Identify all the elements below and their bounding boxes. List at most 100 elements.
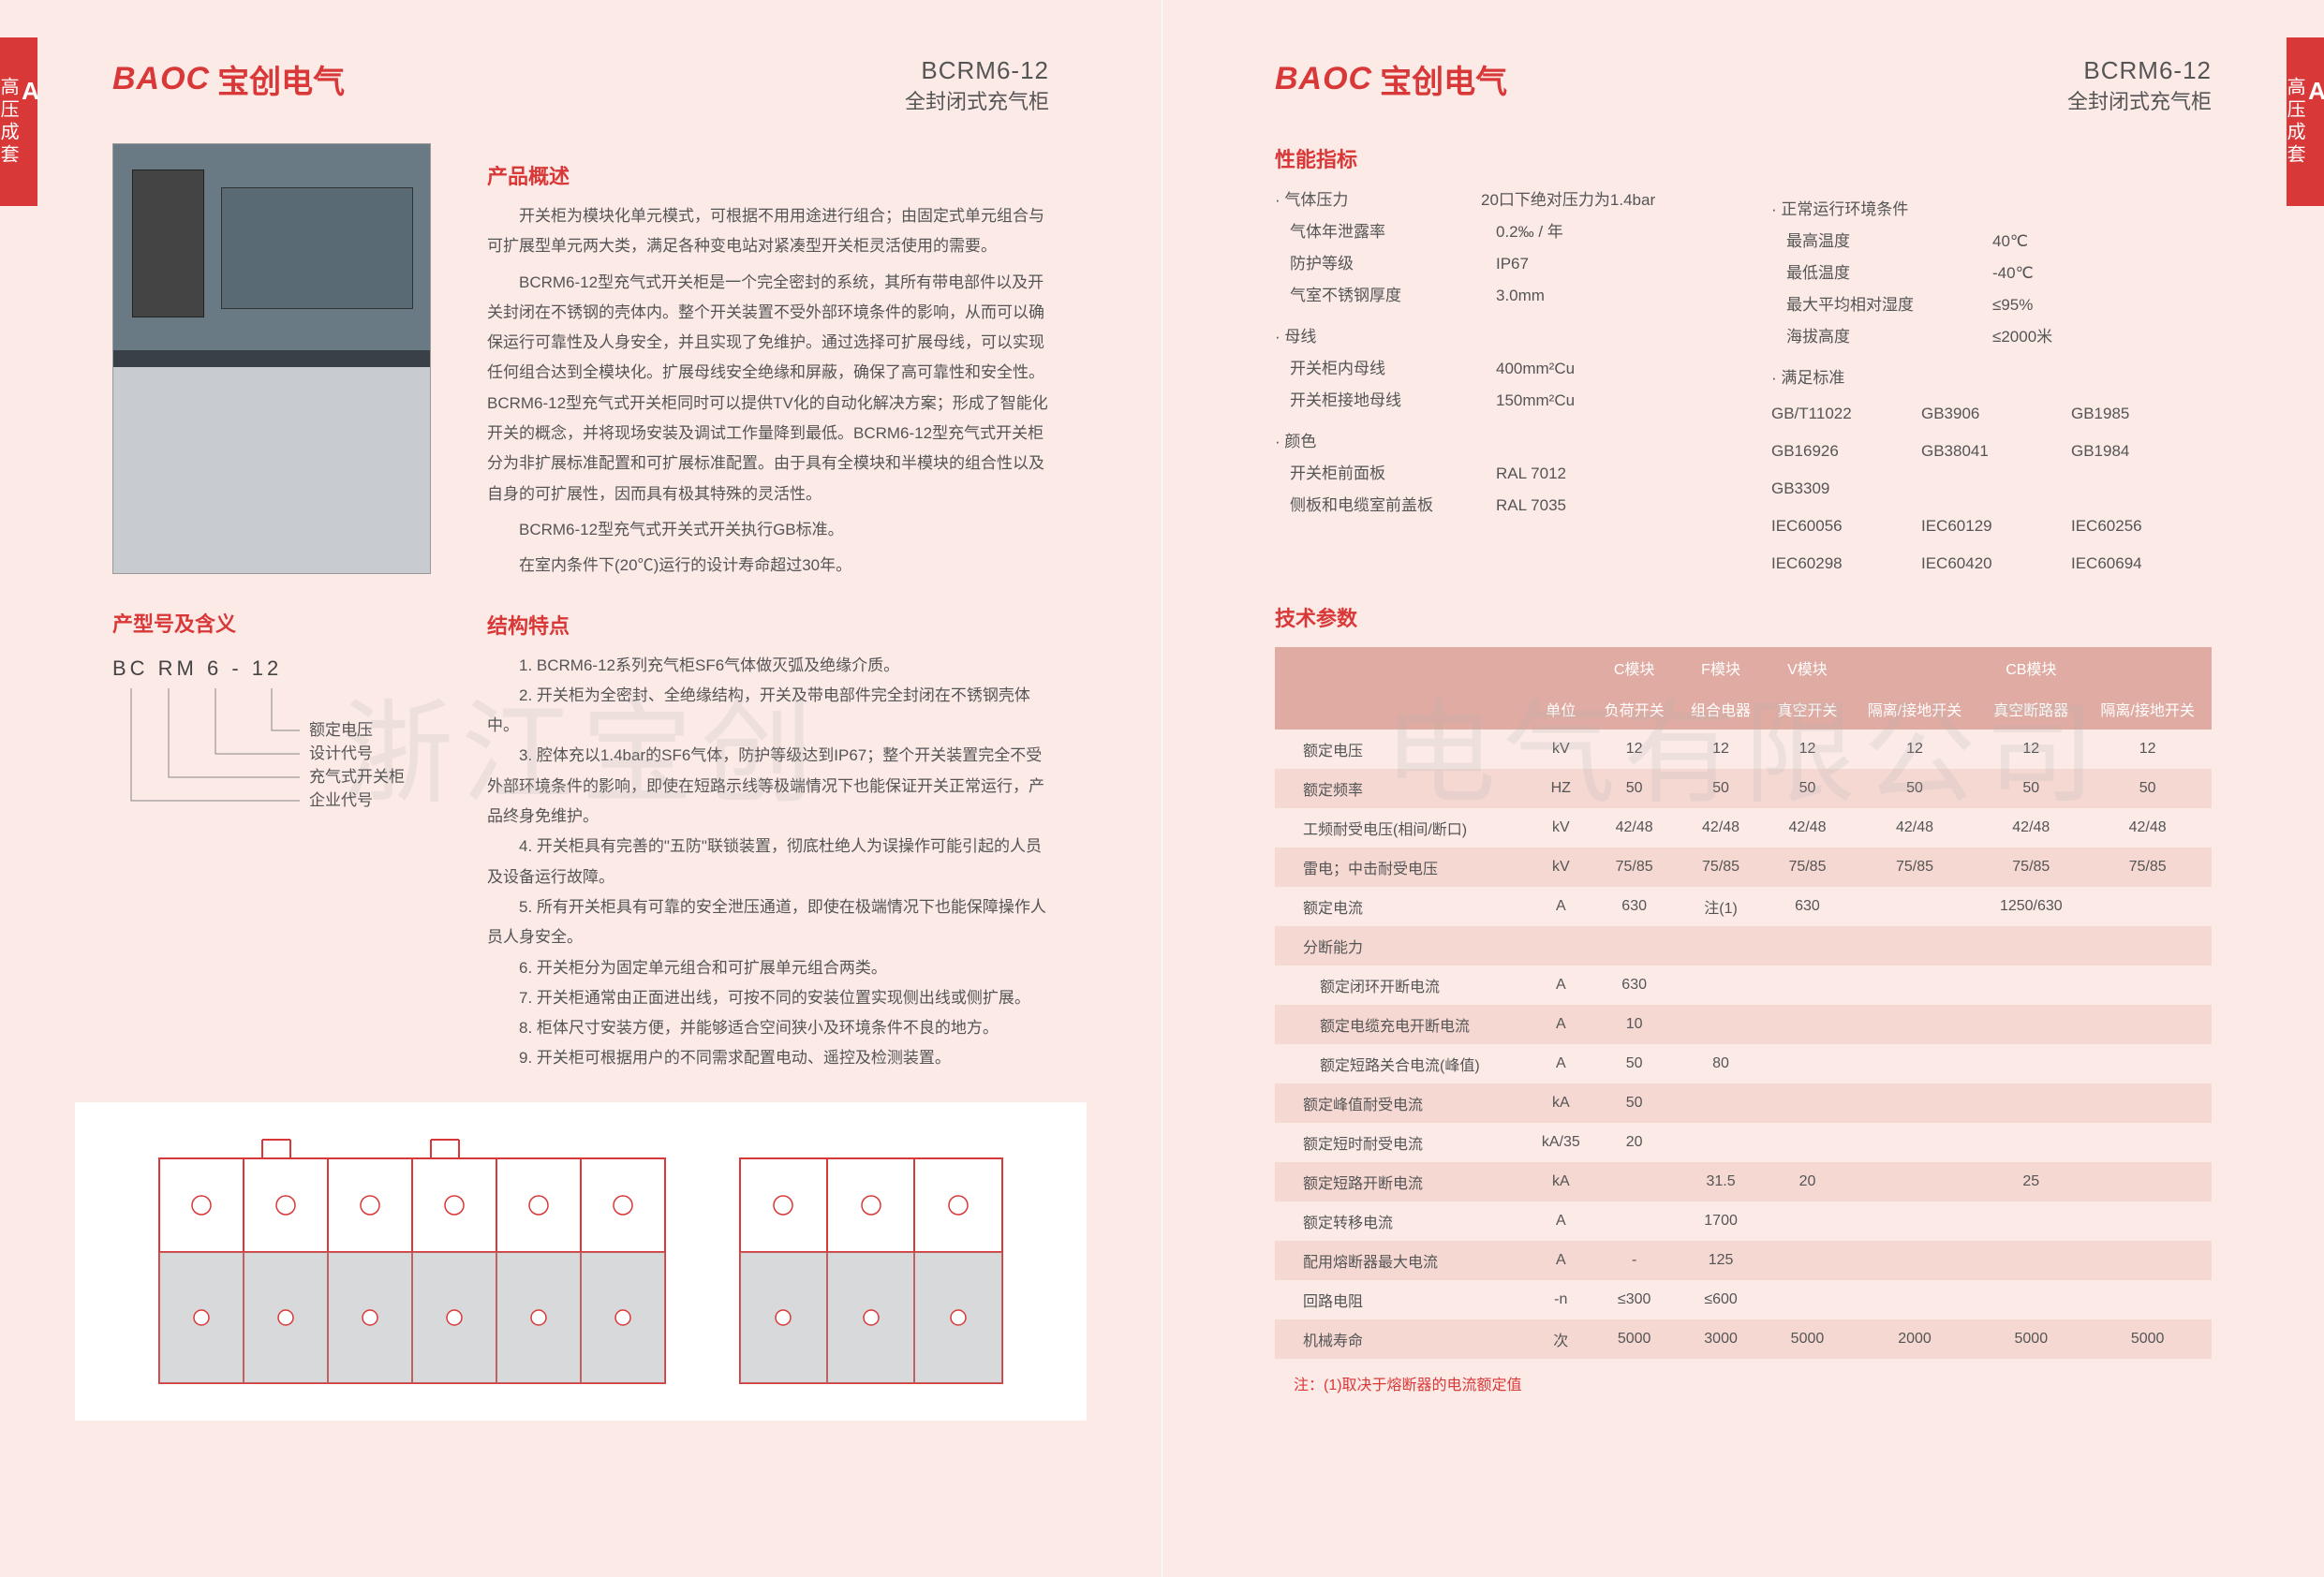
spec-key: 开关柜前面板 bbox=[1290, 458, 1496, 490]
feature-list: 1. BCRM6-12系列充气柜SF6气体做灭弧及绝缘介质。 2. 开关柜为全密… bbox=[487, 651, 1049, 1074]
feature-item: 8. 柜体尺寸安装方便，并能够适合空间狭小及环境条件不良的地方。 bbox=[487, 1013, 1049, 1043]
table-group-header: CB模块 bbox=[1978, 647, 2083, 688]
table-row-unit: HZ bbox=[1531, 769, 1591, 808]
table-cell: 50 bbox=[1591, 1083, 1677, 1123]
table-row-unit: kV bbox=[1531, 847, 1591, 887]
spec-header: · 颜色 bbox=[1275, 426, 1715, 458]
table-row: 额定峰值耐受电流kA50 bbox=[1275, 1083, 2212, 1123]
table-cell: 10 bbox=[1591, 1005, 1677, 1044]
table-cell bbox=[2083, 1201, 2212, 1241]
table-row: 额定闭环开断电流A630 bbox=[1275, 965, 2212, 1005]
spec-key: 海拔高度 bbox=[1786, 321, 1992, 353]
table-col-header: 真空断路器 bbox=[1978, 688, 2083, 730]
table-cell bbox=[1678, 1005, 1764, 1044]
std-item bbox=[1921, 473, 2043, 505]
logo: BAOC 宝创电气 bbox=[112, 56, 345, 102]
table-cell: 5000 bbox=[2083, 1319, 2212, 1359]
table-row: 额定电压kV121212121212 bbox=[1275, 730, 2212, 769]
table-cell bbox=[1678, 1083, 1764, 1123]
header-right: BAOC 宝创电气 BCRM6-12 全封闭式充气柜 bbox=[1237, 56, 2249, 115]
table-cell: 75/85 bbox=[1764, 847, 1850, 887]
table-row-unit bbox=[1531, 926, 1591, 965]
table-row-key: 额定短路开断电流 bbox=[1275, 1162, 1531, 1201]
table-row-key: 分断能力 bbox=[1275, 926, 1531, 965]
spec-val: RAL 7035 bbox=[1496, 490, 1715, 522]
table-cell bbox=[1764, 926, 1850, 965]
table-cell bbox=[1851, 1280, 1979, 1319]
spec-val: ≤95% bbox=[1992, 289, 2212, 321]
side-tab-text: 高压成套 bbox=[0, 77, 22, 167]
table-row: 分断能力 bbox=[1275, 926, 2212, 965]
table-col-header: 隔离/接地开关 bbox=[1851, 688, 1979, 730]
table-cell: 50 bbox=[2083, 769, 2212, 808]
svg-text:企业代号: 企业代号 bbox=[309, 791, 373, 809]
table-col-header: 真空开关 bbox=[1764, 688, 1850, 730]
table-cell bbox=[2083, 1280, 2212, 1319]
table-row-unit: A bbox=[1531, 1005, 1591, 1044]
model-code: BCRM6-12 bbox=[2067, 56, 2212, 85]
table-col-header bbox=[1275, 688, 1531, 730]
table-row-key: 额定短时耐受电流 bbox=[1275, 1123, 1531, 1162]
page-right: A 高压成套 电气有限公司 BAOC 宝创电气 BCRM6-12 全封闭式充气柜… bbox=[1162, 0, 2324, 1577]
side-tab-letter: A bbox=[2308, 77, 2324, 106]
meaning-title: 产型号及含义 bbox=[112, 608, 450, 638]
spec-header: · 满足标准 bbox=[1771, 362, 2212, 394]
std-item: GB1985 bbox=[2071, 398, 2193, 430]
table-cell: 5000 bbox=[1591, 1319, 1677, 1359]
meaning-diagram: 额定电压 设计代号 充气式开关柜 企业代号 bbox=[112, 688, 450, 838]
overview-para: BCRM6-12型充气式开关式开关执行GB标准。 bbox=[487, 515, 1049, 545]
table-cell bbox=[1678, 1123, 1764, 1162]
table-cell bbox=[1851, 965, 1979, 1005]
table-row-key: 额定转移电流 bbox=[1275, 1201, 1531, 1241]
std-item: IEC60694 bbox=[2071, 548, 2193, 580]
table-row: 额定短路关合电流(峰值)A5080 bbox=[1275, 1044, 2212, 1083]
std-item: GB3906 bbox=[1921, 398, 2043, 430]
feature-item: 3. 腔体充以1.4bar的SF6气体，防护等级达到IP67；整个开关装置完全不… bbox=[487, 741, 1049, 832]
table-cell: 50 bbox=[1678, 769, 1764, 808]
spec-key: 最大平均相对湿度 bbox=[1786, 289, 1992, 321]
side-tab-letter: A bbox=[22, 77, 43, 106]
table-cell: 75/85 bbox=[1591, 847, 1677, 887]
svg-text:设计代号: 设计代号 bbox=[309, 744, 373, 762]
table-cell bbox=[1851, 1083, 1979, 1123]
std-item: GB16926 bbox=[1771, 435, 1893, 467]
table-cell: 50 bbox=[1851, 769, 1979, 808]
model-title: BCRM6-12 全封闭式充气柜 bbox=[905, 56, 1049, 115]
table-col-header: 隔离/接地开关 bbox=[2083, 688, 2212, 730]
table-cell: 25 bbox=[1978, 1162, 2083, 1201]
spec-val: 0.2‰ / 年 bbox=[1496, 216, 1715, 248]
spec-key: 气体年泄露率 bbox=[1290, 216, 1496, 248]
table-cell: 75/85 bbox=[2083, 847, 2212, 887]
std-item: IEC60056 bbox=[1771, 510, 1893, 542]
table-cell bbox=[2083, 1162, 2212, 1201]
spec-key: 开关柜内母线 bbox=[1290, 353, 1496, 385]
std-item: GB38041 bbox=[1921, 435, 2043, 467]
table-cell bbox=[1978, 1201, 2083, 1241]
spec-val: IP67 bbox=[1496, 248, 1715, 280]
table-row: 额定频率HZ505050505050 bbox=[1275, 769, 2212, 808]
table-cell: 注(1) bbox=[1678, 887, 1764, 926]
table-cell bbox=[1978, 1083, 2083, 1123]
table-cell: 12 bbox=[2083, 730, 2212, 769]
table-cell bbox=[1978, 1241, 2083, 1280]
table-cell bbox=[1764, 1201, 1850, 1241]
table-col-header: 负荷开关 bbox=[1591, 688, 1677, 730]
spec-key: 最高温度 bbox=[1786, 226, 1992, 258]
cabinet-diagram-1 bbox=[150, 1130, 674, 1393]
table-cell: ≤300 bbox=[1591, 1280, 1677, 1319]
std-item: IEC60129 bbox=[1921, 510, 2043, 542]
standards-grid: GB/T11022 GB3906 GB1985 GB16926 GB38041 … bbox=[1771, 398, 2212, 580]
table-cell: 42/48 bbox=[1764, 808, 1850, 847]
feature-item: 1. BCRM6-12系列充气柜SF6气体做灭弧及绝缘介质。 bbox=[487, 651, 1049, 681]
table-cell: 20 bbox=[1591, 1123, 1677, 1162]
table-row: 额定电缆充电开断电流A10 bbox=[1275, 1005, 2212, 1044]
spec-key: 防护等级 bbox=[1290, 248, 1496, 280]
table-cell: 42/48 bbox=[1978, 808, 2083, 847]
spec-val: 400mm²Cu bbox=[1496, 353, 1715, 385]
spec-key: 气室不锈钢厚度 bbox=[1290, 280, 1496, 312]
table-cell bbox=[1851, 1162, 1979, 1201]
diagram-area bbox=[75, 1102, 1087, 1421]
table-cell bbox=[1851, 1201, 1979, 1241]
spec-key: 开关柜接地母线 bbox=[1290, 385, 1496, 417]
model-sub: 全封闭式充气柜 bbox=[2067, 85, 2212, 115]
